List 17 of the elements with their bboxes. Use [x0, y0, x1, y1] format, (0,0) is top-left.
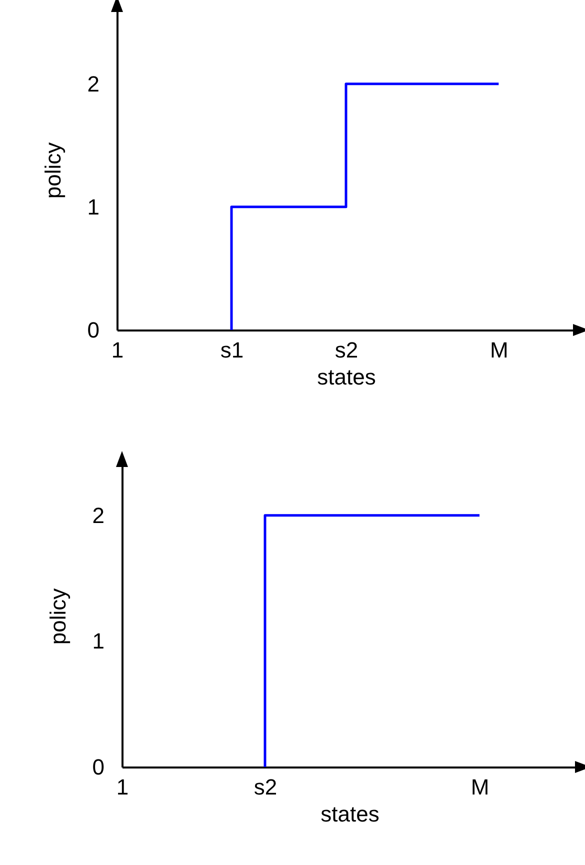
- y-tick-label: 0: [87, 318, 100, 342]
- y-tick-label: 0: [92, 754, 104, 780]
- x-tick-label: M: [490, 338, 508, 362]
- x-tick-label: 1: [111, 338, 124, 362]
- x-tick-label: 1: [116, 774, 129, 800]
- y-axis-title: policy: [45, 588, 70, 645]
- x-tick-label: s2: [334, 338, 358, 362]
- y-axis-title: policy: [40, 142, 66, 199]
- x-tick-label: M: [470, 774, 490, 800]
- x-tick-label: s2: [254, 774, 278, 800]
- y-tick-label: 1: [92, 628, 104, 654]
- y-tick-label: 2: [87, 71, 100, 96]
- y-tick-label: 2: [92, 502, 104, 528]
- x-axis-title: states: [320, 802, 380, 826]
- x-tick-label: s1: [220, 338, 244, 362]
- y-tick-label: 1: [87, 194, 100, 220]
- x-axis-title: states: [317, 364, 376, 390]
